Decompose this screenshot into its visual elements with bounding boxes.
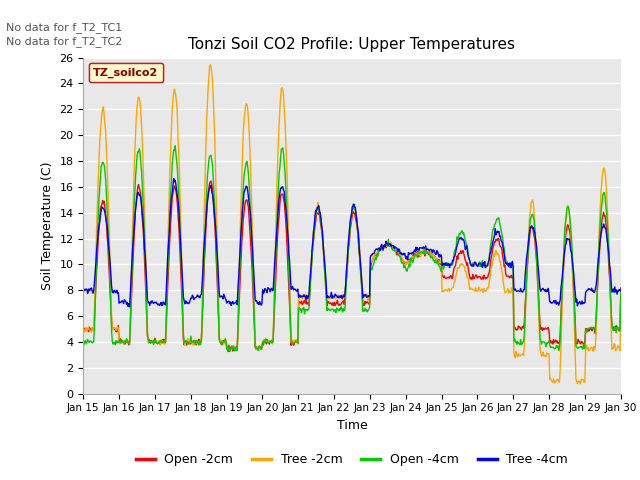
Tree -2cm (199, 274, 207, 280)
Title: Tonzi Soil CO2 Profile: Upper Temperatures: Tonzi Soil CO2 Profile: Upper Temperatur… (189, 37, 515, 52)
Open -2cm (419, 250, 426, 255)
Open -4cm (435, 263, 442, 268)
Open -4cm (145, 337, 152, 343)
Legend: TZ_soilco2: TZ_soilco2 (89, 63, 163, 82)
Open -4cm (419, 251, 426, 256)
Line: Tree -2cm: Tree -2cm (83, 65, 621, 384)
Tree -4cm (170, 176, 177, 181)
Tree -4cm (145, 299, 153, 305)
Tree -2cm (79, 329, 87, 335)
Line: Tree -4cm: Tree -4cm (83, 179, 621, 307)
Tree -2cm (434, 259, 442, 264)
Open -4cm (229, 347, 237, 352)
Tree -4cm (617, 288, 625, 294)
Tree -4cm (79, 286, 87, 291)
Open -2cm (89, 326, 97, 332)
Tree -4cm (435, 252, 442, 257)
Tree -2cm (577, 381, 584, 387)
Open -2cm (225, 348, 232, 354)
X-axis label: Time: Time (337, 419, 367, 432)
Open -2cm (435, 257, 442, 263)
Open -4cm (172, 143, 179, 149)
Open -4cm (79, 343, 87, 349)
Tree -2cm (418, 251, 426, 256)
Line: Open -4cm: Open -4cm (83, 146, 621, 351)
Tree -2cm (228, 346, 236, 351)
Line: Open -2cm: Open -2cm (83, 181, 621, 351)
Text: No data for f_T2_TC2: No data for f_T2_TC2 (6, 36, 123, 47)
Tree -4cm (229, 299, 237, 304)
Tree -4cm (200, 240, 208, 245)
Text: No data for f_T2_TC1: No data for f_T2_TC1 (6, 22, 123, 33)
Open -2cm (617, 285, 625, 291)
Open -4cm (617, 289, 625, 295)
Tree -2cm (89, 327, 97, 333)
Open -2cm (207, 178, 215, 184)
Tree -2cm (145, 340, 152, 346)
Open -4cm (200, 271, 207, 276)
Tree -4cm (125, 304, 133, 310)
Tree -2cm (617, 288, 625, 294)
Tree -2cm (207, 62, 214, 68)
Open -4cm (225, 348, 232, 354)
Tree -4cm (419, 246, 426, 252)
Open -2cm (229, 348, 237, 354)
Open -4cm (89, 340, 97, 346)
Open -2cm (79, 324, 87, 329)
Open -2cm (199, 302, 207, 308)
Open -2cm (145, 337, 152, 343)
Y-axis label: Soil Temperature (C): Soil Temperature (C) (41, 161, 54, 290)
Legend: Open -2cm, Tree -2cm, Open -4cm, Tree -4cm: Open -2cm, Tree -2cm, Open -4cm, Tree -4… (131, 448, 573, 471)
Tree -4cm (89, 290, 97, 296)
